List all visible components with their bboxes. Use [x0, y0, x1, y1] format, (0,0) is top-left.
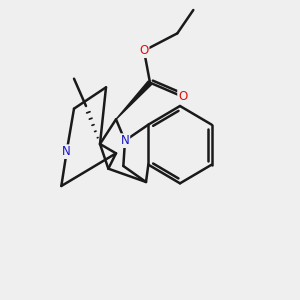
Polygon shape	[116, 81, 152, 119]
Text: N: N	[121, 134, 129, 147]
Text: N: N	[62, 145, 71, 158]
Text: O: O	[178, 90, 187, 103]
Text: O: O	[140, 44, 148, 57]
